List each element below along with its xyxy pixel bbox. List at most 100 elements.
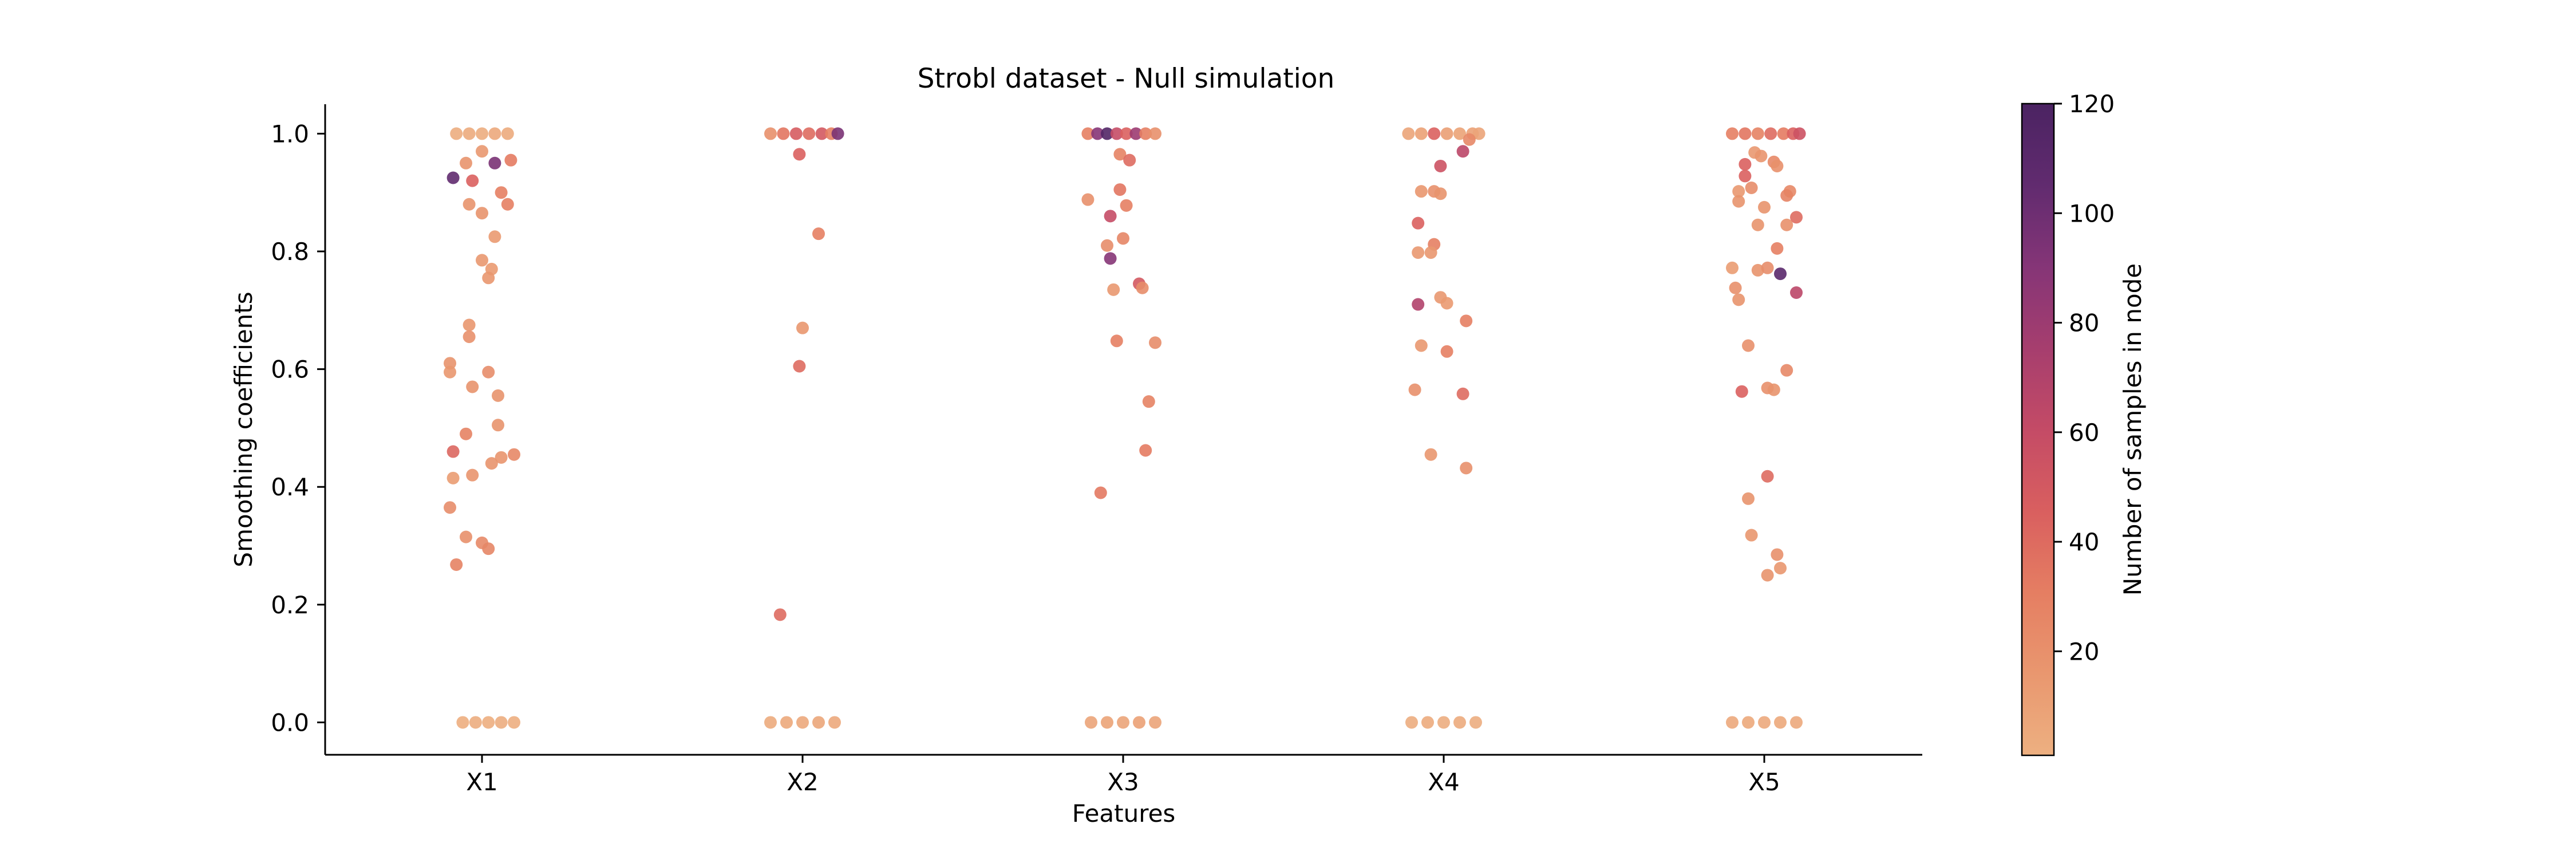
data-point <box>1790 286 1803 299</box>
data-point <box>1113 148 1127 161</box>
data-point <box>777 127 790 140</box>
data-point <box>1110 127 1123 140</box>
data-point <box>501 198 514 211</box>
data-point <box>1139 127 1152 140</box>
x-tick-label: X1 <box>466 768 498 796</box>
data-point <box>488 156 501 170</box>
data-point <box>1104 210 1117 223</box>
colorbar-label: Number of samples in node <box>2119 263 2147 596</box>
chart-marks <box>444 127 1806 729</box>
colorbar-tick-label: 40 <box>2069 528 2099 556</box>
data-point <box>1133 716 1145 729</box>
data-point <box>1440 345 1453 358</box>
y-axis-label: Smoothing coefficients <box>230 291 258 567</box>
data-point <box>1735 385 1748 398</box>
data-point <box>444 357 456 370</box>
data-point <box>780 716 793 729</box>
data-point <box>1761 569 1774 582</box>
data-point <box>463 318 476 332</box>
x-tick-label: X4 <box>1428 768 1460 796</box>
data-point <box>1101 127 1113 140</box>
data-point <box>482 271 495 285</box>
data-point <box>1472 127 1485 140</box>
data-point <box>1149 336 1161 349</box>
data-point <box>1774 562 1787 575</box>
data-point <box>1085 716 1097 729</box>
y-tick-label: 0.4 <box>271 473 309 501</box>
data-point <box>1101 239 1113 252</box>
data-point <box>1104 252 1117 265</box>
data-point <box>1415 185 1428 198</box>
data-point <box>812 227 825 241</box>
data-point <box>1149 127 1161 140</box>
data-point <box>476 127 488 140</box>
data-point <box>463 127 476 140</box>
data-point <box>447 471 460 484</box>
data-point <box>803 127 816 140</box>
data-point <box>1460 462 1473 475</box>
data-point <box>1434 159 1447 172</box>
data-point <box>476 207 488 220</box>
data-point <box>1081 193 1095 206</box>
data-point <box>1774 267 1787 281</box>
x-tick-label: X5 <box>1748 768 1780 796</box>
colorbar-tick-label: 120 <box>2069 90 2115 118</box>
data-point <box>831 127 844 140</box>
data-point <box>1761 470 1774 483</box>
data-point <box>1091 127 1104 140</box>
data-point <box>476 145 488 158</box>
data-point <box>1129 127 1143 140</box>
x-axis-label: Features <box>1072 799 1176 828</box>
data-point <box>1081 127 1095 140</box>
data-point <box>492 389 504 402</box>
data-point <box>463 330 476 344</box>
chart-title: Strobl dataset - Null simulation <box>918 63 1335 94</box>
data-point <box>1453 716 1466 729</box>
data-point <box>1751 218 1764 231</box>
data-point <box>1726 127 1739 140</box>
data-point <box>508 716 520 729</box>
data-point <box>1755 149 1768 163</box>
data-point <box>796 716 809 729</box>
data-point <box>492 419 504 432</box>
data-point <box>450 127 463 140</box>
data-point <box>1790 211 1803 224</box>
y-axis-ticks: 0.0 0.2 0.4 0.6 0.8 1.0 <box>271 120 325 736</box>
y-tick-label: 0.6 <box>271 356 309 384</box>
x-tick-label: X2 <box>787 768 819 796</box>
data-point <box>482 542 495 555</box>
data-point <box>460 530 472 543</box>
data-point <box>1434 187 1447 200</box>
colorbar-tick-label: 60 <box>2069 419 2099 447</box>
data-point <box>476 254 488 267</box>
data-point <box>1739 127 1752 140</box>
colorbar <box>2021 103 2055 756</box>
x-tick-label: X3 <box>1107 768 1139 796</box>
data-point <box>466 380 479 393</box>
data-point <box>444 501 456 514</box>
y-tick-label: 0.2 <box>271 591 309 619</box>
data-point <box>504 153 517 167</box>
data-point <box>1732 293 1745 306</box>
data-point <box>1771 548 1784 561</box>
data-point <box>1415 127 1428 140</box>
data-point <box>1460 314 1473 328</box>
data-point <box>1726 261 1739 274</box>
data-point <box>1771 242 1784 255</box>
data-point <box>1402 127 1415 140</box>
data-point <box>1440 127 1453 140</box>
data-point <box>1117 232 1129 245</box>
data-point <box>1424 448 1437 461</box>
data-point <box>1094 486 1107 499</box>
colorbar-ticks: 20 40 60 80 100 120 <box>2054 90 2115 665</box>
data-point <box>1123 153 1136 167</box>
data-point <box>495 451 508 464</box>
data-point <box>488 127 501 140</box>
data-point <box>1453 127 1466 140</box>
data-point <box>508 448 520 461</box>
data-point <box>463 198 476 211</box>
data-point <box>1405 716 1418 729</box>
data-point <box>1136 281 1149 294</box>
data-point <box>1117 716 1129 729</box>
data-point <box>1113 183 1127 196</box>
